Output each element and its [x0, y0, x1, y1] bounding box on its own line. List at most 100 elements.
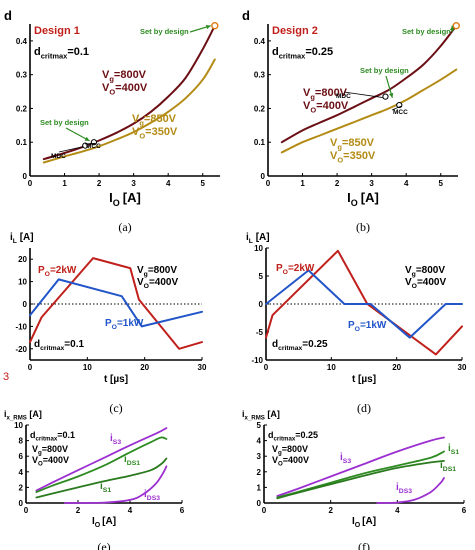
series-label-2-2: VO=350V	[132, 126, 178, 140]
series-label-1-main: P	[38, 265, 45, 276]
series-label-3-main: i	[440, 460, 443, 471]
voltage-label-1-sub: g	[144, 271, 148, 278]
series-line-1	[280, 24, 458, 144]
x-label-sub: O	[95, 522, 101, 529]
x-tick-label: 4	[166, 179, 171, 188]
caption: (b)	[356, 220, 370, 234]
series-label-1-main: i	[340, 452, 343, 463]
series-label-2-1-sub: g	[139, 118, 144, 127]
series-line-1	[29, 257, 203, 350]
dcrit-label-rest: =0.25	[305, 46, 333, 58]
series-label-4-main: i	[144, 489, 147, 500]
series-line-2	[42, 58, 216, 164]
dcrit-label-rest: =0.1	[57, 430, 75, 440]
x-axis-label: IO [A]	[347, 190, 379, 208]
y-tick-label: 0.2	[254, 104, 266, 113]
y-axis-label-main: i	[246, 232, 249, 243]
series-label-2-1: Vg=850V	[132, 113, 177, 127]
y-tick-label: 0	[19, 499, 24, 508]
series-label-2-main: P	[348, 320, 355, 331]
mcc-label: MCC	[393, 109, 408, 116]
y-axis-label-main: i	[4, 409, 7, 419]
x-label-main: I	[347, 190, 351, 205]
x-label-sub: O	[113, 198, 120, 208]
series-label-2-main: i	[124, 454, 127, 465]
x-tick-label: 1	[300, 179, 305, 188]
series-label-3-sub: DS1	[443, 466, 456, 473]
x-label-main: I	[109, 190, 113, 205]
series-line-1	[276, 436, 445, 497]
caption: (c)	[109, 401, 122, 415]
voltage-label-2-rest: =400V	[417, 277, 447, 288]
series-label-2-main: i	[448, 443, 451, 454]
voltage-label-1-rest: =800V	[416, 265, 446, 276]
dcrit-label-rest: =0.1	[64, 339, 84, 350]
x-tick-label: 10	[327, 363, 336, 372]
series-label-1-main: P	[276, 263, 283, 274]
series-label-2-1: Vg=850V	[330, 137, 375, 151]
series-label-1-2-sub: O	[310, 105, 316, 114]
set-by-design-low-arrow-head	[389, 92, 394, 98]
series-label-1-2-rest: =400V	[115, 82, 148, 94]
series-label-1-2-rest: =400V	[316, 100, 349, 112]
series-label-1-1: Vg=800V	[102, 69, 147, 83]
voltage-label-1: Vg=800V	[32, 444, 68, 457]
y-tick-label: 3	[257, 452, 262, 461]
y-tick-label: 8	[19, 437, 24, 446]
series-label-2-main: P	[105, 318, 112, 329]
y-axis-label: ix_RMS [A]	[4, 409, 42, 422]
x-tick-label: 20	[392, 363, 401, 372]
series-label-1-1-main: V	[102, 69, 110, 81]
voltage-label-2-rest: =400V	[283, 455, 309, 465]
series-line-2	[280, 68, 458, 154]
y-axis-label: d	[4, 8, 12, 23]
dcrit-label: dcritmax=0.1	[30, 430, 75, 443]
series-label-2-sub: O	[355, 326, 360, 333]
y-tick-label: 0	[261, 172, 266, 181]
x-label-sub: O	[351, 198, 358, 208]
y-axis-label: iL [A]	[246, 232, 270, 245]
y-tick-label: -10	[15, 322, 27, 331]
x-axis-label: IO [A]	[109, 190, 141, 208]
series-label-1-1-rest: =800V	[114, 69, 147, 81]
dcrit-label-main: d	[272, 46, 279, 58]
y-axis-label-sub: L	[13, 238, 17, 245]
series-label-4-sub: DS3	[147, 495, 160, 502]
x-tick-label: 3	[131, 179, 136, 188]
series-line-3	[276, 460, 445, 500]
caption: (f)	[358, 540, 370, 550]
mdc-label: MDC	[51, 153, 66, 160]
x-label-unit: [A]	[123, 190, 141, 205]
dcrit-label-sub: critmax	[36, 436, 58, 443]
voltage-label-2-main: V	[272, 455, 278, 465]
x-tick-label: 30	[458, 363, 467, 372]
series-line-1	[35, 427, 168, 492]
series-label-1: PO=2kW	[38, 265, 77, 278]
voltage-label-2-rest: =400V	[43, 455, 69, 465]
series-label-2-1-rest: =850V	[144, 113, 177, 125]
set-by-design-top: Set by design	[140, 27, 189, 36]
mdc-leader	[343, 91, 384, 99]
x-tick-label: 20	[140, 363, 149, 372]
set-by-design-low-arrow-head	[84, 136, 90, 141]
series-label-2-2-sub: O	[337, 155, 343, 164]
voltage-label-2: VO=400V	[32, 455, 69, 468]
series-label-1-2-sub: O	[109, 87, 115, 96]
x-tick-label: 5	[201, 179, 206, 188]
x-tick-label: 30	[198, 363, 207, 372]
x-tick-label: 10	[83, 363, 92, 372]
series-line-1	[265, 249, 463, 356]
voltage-label-1: Vg=800V	[137, 265, 177, 278]
y-tick-label: 5	[257, 421, 262, 430]
series-label-4: iDS3	[396, 482, 412, 495]
series-label-2-1-sub: g	[337, 142, 342, 151]
voltage-label-2-sub: O	[38, 461, 43, 468]
mdc-leader	[58, 146, 84, 153]
series-label-1: PO=2kW	[276, 263, 315, 276]
x-tick-label: 0	[264, 363, 269, 372]
y-tick-label: 0.1	[16, 138, 28, 147]
set-by-design-low: Set by design	[360, 66, 409, 75]
